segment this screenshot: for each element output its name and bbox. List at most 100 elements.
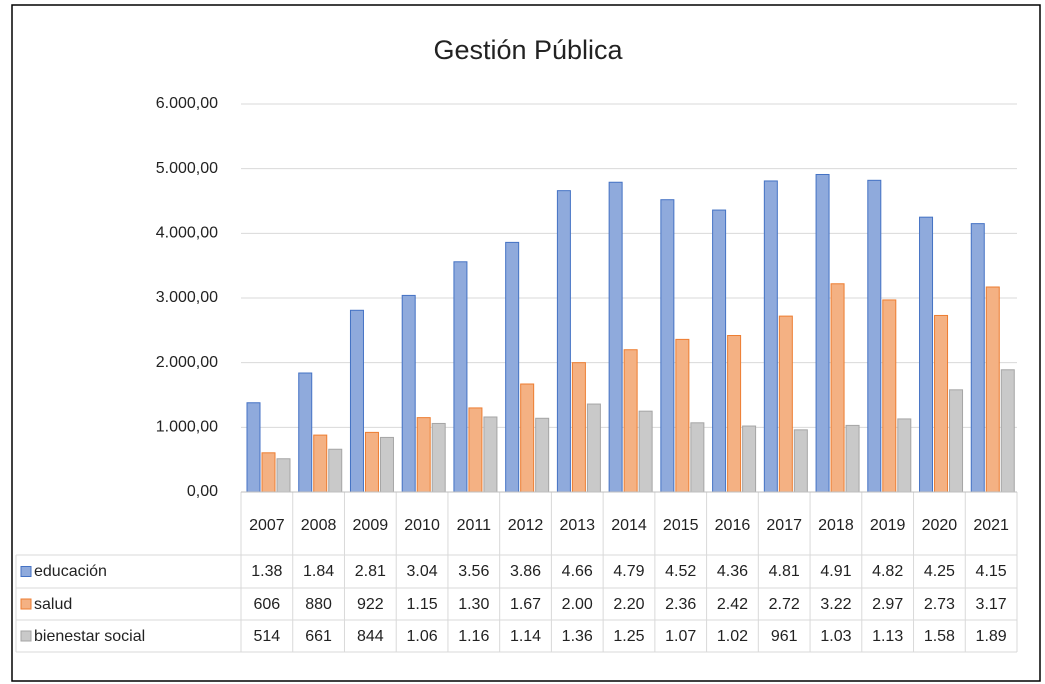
bar: [897, 418, 912, 493]
bar: [690, 422, 705, 493]
x-tick-label: 2018: [818, 516, 854, 534]
x-tick-label: 2015: [662, 516, 699, 534]
table-value: 4.52: [665, 563, 697, 580]
bar: [778, 315, 793, 493]
table-value: 3.22: [820, 595, 852, 613]
x-tick-label: 2008: [300, 516, 337, 534]
bar: [845, 424, 860, 493]
table-value: 1.89: [975, 627, 1007, 645]
table-value: 2.73: [923, 595, 955, 613]
x-tick-label: 2012: [507, 516, 544, 534]
legend-key: [20, 630, 32, 642]
table-value: 4.36: [716, 563, 749, 580]
table-value: 1.67: [509, 595, 542, 613]
bar: [313, 434, 328, 493]
bar: [349, 309, 364, 493]
bar: [468, 407, 483, 493]
table-value: 2.20: [613, 595, 645, 613]
bar: [246, 402, 261, 493]
table-value: 1.15: [406, 595, 438, 613]
y-tick-label: 6.000,00: [156, 95, 218, 112]
table-value: 1.03: [820, 627, 852, 645]
y-tick-label: 0,00: [187, 483, 218, 500]
x-tick-label: 2016: [714, 516, 751, 534]
bar: [586, 403, 601, 493]
bar: [919, 216, 934, 493]
table-value: 4.15: [975, 563, 1007, 580]
bar: [675, 338, 690, 493]
table-value: 2.42: [716, 595, 749, 613]
chart-title: Gestión Pública: [433, 35, 623, 65]
x-tick-label: 2009: [352, 516, 389, 534]
y-tick-label: 4.000,00: [156, 225, 218, 242]
table-value: 3.56: [458, 563, 490, 580]
table-value: 1.36: [561, 627, 593, 645]
table-value: 2.97: [872, 595, 904, 613]
bar: [453, 261, 468, 493]
table-value: 880: [305, 595, 332, 613]
bar: [520, 383, 535, 493]
bar: [712, 209, 727, 493]
table-value: 1.07: [665, 627, 697, 645]
bar: [985, 286, 1000, 493]
bar: [535, 417, 550, 493]
table-value: 922: [356, 595, 384, 613]
bar: [261, 452, 276, 493]
bar: [815, 173, 830, 493]
table-value: 1.06: [406, 627, 438, 645]
table-value: 3.17: [975, 595, 1007, 613]
y-tick-label: 1.000,00: [156, 419, 218, 436]
table-value: 4.25: [923, 563, 955, 580]
bar: [276, 458, 291, 493]
y-tick-label: 3.000,00: [156, 289, 218, 306]
x-tick-label: 2013: [559, 516, 596, 534]
bar: [379, 436, 394, 493]
bar: [867, 179, 882, 493]
x-tick-label: 2021: [973, 516, 1009, 534]
table-value: 961: [770, 627, 798, 645]
table-value: 4.82: [872, 563, 904, 580]
x-tick-label: 2011: [456, 516, 491, 534]
bar: [328, 448, 343, 493]
bar: [608, 181, 623, 493]
table-value: 1.58: [923, 627, 955, 645]
legend-key: [20, 598, 32, 610]
table-value: 1.30: [458, 595, 490, 613]
bar: [1000, 369, 1015, 493]
legend-key: [20, 566, 32, 577]
table-value: 1.25: [613, 627, 645, 645]
bar: [401, 294, 416, 493]
table-value: 1.14: [509, 627, 542, 645]
table-value: 2.00: [561, 595, 593, 613]
table-value: 2.81: [354, 563, 386, 580]
x-tick-label: 2010: [404, 516, 440, 534]
table-value: 1.02: [716, 627, 749, 645]
bar: [727, 335, 742, 493]
table-value: 661: [305, 627, 332, 645]
bar: [882, 299, 897, 493]
bar: [505, 241, 520, 493]
bar: [556, 190, 571, 493]
x-tick-label: 2014: [611, 516, 647, 534]
bar: [763, 180, 778, 493]
bar: [483, 416, 498, 493]
x-tick-label: 2020: [921, 516, 958, 534]
x-tick-label: 2019: [869, 516, 906, 534]
bar: [742, 425, 757, 493]
x-tick-label: 2017: [766, 516, 802, 534]
table-value: 606: [253, 595, 281, 613]
x-tick-label: 2007: [249, 516, 285, 534]
bar: [298, 372, 313, 493]
bar: [793, 429, 808, 493]
table-value: 1.16: [458, 627, 490, 645]
bar: [660, 199, 675, 493]
table-value: 2.36: [665, 595, 697, 613]
legend-label: educación: [34, 563, 107, 580]
table-value: 4.81: [768, 563, 800, 580]
bar: [830, 283, 845, 493]
bar: [970, 223, 985, 493]
table-value: 4.91: [820, 563, 852, 580]
table-value: 2.72: [768, 595, 800, 613]
legend-label: salud: [34, 595, 73, 613]
